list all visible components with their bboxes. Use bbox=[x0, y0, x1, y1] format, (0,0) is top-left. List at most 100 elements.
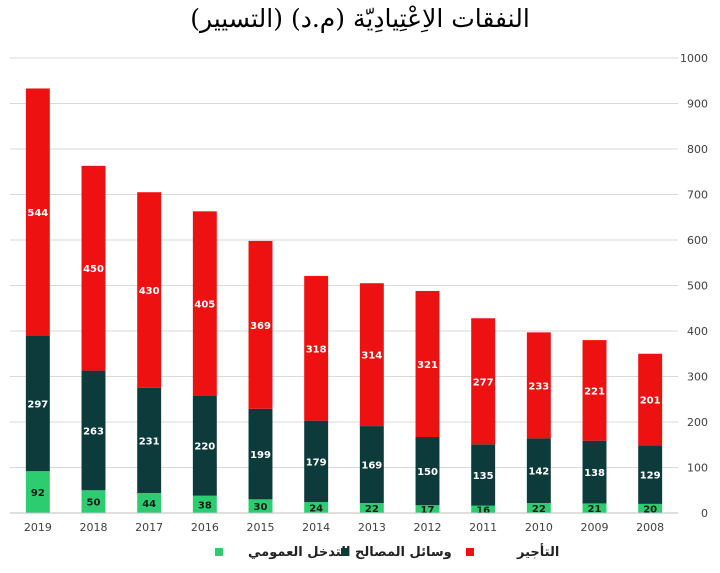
data-label: 24 bbox=[309, 504, 323, 515]
data-label: 220 bbox=[194, 442, 215, 453]
data-label: 150 bbox=[417, 467, 438, 478]
data-label: 38 bbox=[198, 500, 212, 511]
bar-segment bbox=[526, 438, 551, 503]
bar-segment bbox=[81, 490, 106, 513]
chart-title: النفقات الاِعْتِيادِيّة (م.د) (التسيير) bbox=[190, 4, 530, 33]
bar-segment bbox=[137, 192, 162, 388]
data-label: 297 bbox=[27, 400, 48, 411]
data-label: 277 bbox=[473, 377, 494, 388]
legend-label-service-means: وسائل المصالح bbox=[355, 545, 452, 560]
y-tick-label: 0 bbox=[701, 507, 708, 520]
bar-segment bbox=[192, 395, 217, 496]
x-tick-label: 2014 bbox=[302, 521, 330, 534]
bar-segment bbox=[415, 290, 440, 438]
y-tick-label: 200 bbox=[687, 416, 708, 429]
y-tick-label: 100 bbox=[687, 462, 708, 475]
y-tick-label: 500 bbox=[687, 280, 708, 293]
x-tick-label: 2017 bbox=[135, 521, 163, 534]
y-tick-label: 900 bbox=[687, 98, 708, 111]
bar-segment bbox=[582, 440, 607, 504]
x-tick-label: 2018 bbox=[80, 521, 108, 534]
bar-segment bbox=[192, 495, 217, 513]
chart-legend: التدخل العمومي وسائل المصالح التأجير bbox=[0, 545, 720, 565]
data-label: 231 bbox=[139, 436, 160, 447]
data-label: 221 bbox=[584, 386, 605, 397]
y-tick-label: 600 bbox=[687, 234, 708, 247]
data-label: 199 bbox=[250, 450, 271, 461]
bar-segment bbox=[359, 426, 384, 503]
bar-segment bbox=[638, 503, 663, 513]
x-tick-label: 2016 bbox=[191, 521, 219, 534]
bar-segment bbox=[304, 502, 329, 513]
data-label: 544 bbox=[27, 208, 48, 219]
bar-segment bbox=[25, 471, 50, 513]
x-tick-label: 2011 bbox=[469, 521, 497, 534]
data-label: 321 bbox=[417, 360, 438, 371]
bar-segment bbox=[192, 211, 217, 396]
data-label: 22 bbox=[365, 504, 379, 515]
data-label: 22 bbox=[532, 504, 546, 515]
bar-segment bbox=[304, 420, 329, 503]
y-tick-label: 1000 bbox=[680, 52, 708, 65]
bar-segment bbox=[415, 505, 440, 513]
data-label: 179 bbox=[306, 457, 327, 468]
bar-segment bbox=[471, 505, 496, 513]
legend-label-wages: التأجير bbox=[517, 545, 560, 560]
bar-segment bbox=[25, 336, 50, 472]
legend-swatch-service-means bbox=[341, 548, 349, 556]
data-label: 17 bbox=[421, 505, 435, 516]
data-label: 233 bbox=[528, 381, 549, 392]
data-label: 138 bbox=[584, 468, 605, 479]
y-tick-label: 400 bbox=[687, 325, 708, 338]
bar-segment bbox=[415, 437, 440, 506]
data-label: 318 bbox=[306, 344, 327, 355]
data-label: 129 bbox=[640, 471, 661, 482]
legend-swatch-public-intervention bbox=[215, 548, 223, 556]
data-label: 21 bbox=[588, 504, 602, 515]
bar-segment bbox=[582, 340, 607, 441]
legend-swatch-wages bbox=[466, 548, 474, 556]
bar-segment bbox=[638, 445, 663, 504]
x-tick-label: 2009 bbox=[581, 521, 609, 534]
bar-segment bbox=[471, 318, 496, 445]
data-label: 142 bbox=[528, 467, 549, 478]
data-label: 169 bbox=[361, 461, 382, 472]
bar-segment bbox=[359, 283, 384, 427]
data-label: 405 bbox=[194, 299, 215, 310]
bar-segment bbox=[359, 502, 384, 513]
bar-segment bbox=[81, 370, 106, 491]
x-tick-label: 2013 bbox=[358, 521, 386, 534]
data-label: 369 bbox=[250, 321, 271, 332]
data-label: 44 bbox=[142, 499, 156, 510]
bar-segment bbox=[248, 240, 273, 409]
data-label: 314 bbox=[361, 351, 382, 362]
bar-segment bbox=[304, 275, 329, 421]
data-label: 450 bbox=[83, 264, 104, 275]
bar-segment bbox=[471, 444, 496, 506]
x-tick-label: 2015 bbox=[247, 521, 275, 534]
y-tick-label: 700 bbox=[687, 189, 708, 202]
bar-segment bbox=[137, 387, 162, 493]
bar-segment bbox=[526, 332, 551, 439]
bar-segment bbox=[526, 502, 551, 513]
data-label: 16 bbox=[476, 505, 490, 516]
legend-label-public-intervention: التدخل العمومي bbox=[248, 545, 351, 560]
data-label: 430 bbox=[139, 286, 160, 297]
x-tick-label: 2019 bbox=[24, 521, 52, 534]
bar-segment bbox=[81, 165, 106, 371]
data-label: 135 bbox=[473, 471, 494, 482]
bar-segment bbox=[248, 408, 273, 500]
bar-segment bbox=[248, 499, 273, 513]
bar-segment bbox=[137, 492, 162, 513]
bar-segment bbox=[638, 353, 663, 446]
chart-plot: 0 100 200 300 400 500 600 700 800 900 1000 92 297 544… bbox=[10, 52, 708, 534]
y-tick-label: 800 bbox=[687, 143, 708, 156]
x-tick-label: 2008 bbox=[636, 521, 664, 534]
data-label: 20 bbox=[643, 504, 657, 515]
data-label: 263 bbox=[83, 426, 104, 437]
x-tick-label: 2010 bbox=[525, 521, 553, 534]
x-tick-label: 2012 bbox=[414, 521, 442, 534]
y-tick-label: 300 bbox=[687, 371, 708, 384]
data-label: 201 bbox=[640, 395, 661, 406]
data-label: 50 bbox=[87, 498, 101, 509]
